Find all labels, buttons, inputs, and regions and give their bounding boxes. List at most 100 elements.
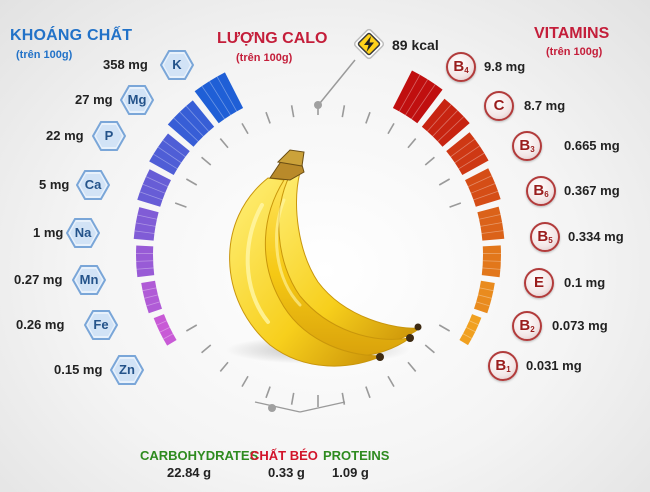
vitamin-letter: B	[537, 228, 549, 245]
vitamin-circle-badge: B6	[526, 176, 556, 206]
mineral-symbol: Na	[74, 225, 92, 240]
vitamin-circle-badge: B1	[488, 351, 518, 381]
fat-label: CHẤT BÉO	[250, 448, 318, 463]
vitamin-bar-stripe	[427, 104, 452, 132]
mineral-value: 358 mg	[103, 57, 148, 72]
vitamin-circle-badge: E	[524, 268, 554, 298]
vitamin-bar-stripe	[470, 183, 496, 194]
mineral-bar-stripe	[136, 260, 154, 262]
dial-tick	[265, 386, 271, 399]
vitamin-bar-stripe	[469, 320, 479, 326]
macro-pointer-right	[299, 401, 346, 413]
vitamin-subscript: 1	[506, 365, 511, 374]
dial-tick	[219, 361, 229, 372]
dial-tick	[185, 324, 198, 332]
dial-tick	[438, 324, 451, 332]
mineral-symbol: Mg	[127, 92, 147, 107]
macro-pointer-dot	[268, 404, 276, 412]
dial-tick	[265, 111, 271, 124]
vitamin-bar-stripe	[482, 267, 501, 270]
dial-tick	[387, 375, 395, 388]
dial-tick	[424, 344, 435, 354]
mineral-bar-stripe	[159, 326, 170, 333]
vitamin-letter: B	[519, 317, 531, 334]
hexagon-icon	[120, 85, 154, 115]
vitamin-value: 0.367 mg	[564, 183, 620, 198]
minerals-subtitle: (trên 100g)	[16, 49, 73, 61]
mineral-bar-stripe	[163, 333, 174, 340]
dial-tick	[365, 386, 371, 399]
mineral-value: 5 mg	[39, 177, 70, 192]
vitamin-bar	[474, 280, 495, 314]
mineral-bar-stripe	[162, 139, 186, 158]
mineral-bar-stripe	[142, 287, 157, 292]
dial-tick	[424, 156, 435, 166]
vitamin-bar-stripe	[473, 190, 499, 201]
dial-tick	[407, 138, 417, 149]
calories-subtitle: (trên 100g)	[236, 52, 293, 64]
vitamin-bar-stripe	[462, 333, 472, 339]
dial-tick	[201, 156, 212, 166]
vitamin-value: 0.1 mg	[564, 275, 606, 290]
vitamin-bar-stripe	[467, 175, 492, 187]
mineral-bar	[167, 100, 215, 147]
vitamin-bar-stripe	[411, 84, 436, 120]
vitamin-subscript: 2	[530, 325, 535, 334]
dial-tick	[185, 178, 198, 186]
mineral-symbol: K	[172, 57, 182, 72]
mineral-symbol: Ca	[84, 177, 102, 192]
mineral-bar-stripe	[135, 222, 156, 227]
vitamin-bars	[392, 70, 505, 346]
mineral-value: 1 mg	[33, 225, 64, 240]
carbohydrates-label: CARBOHYDRATES	[140, 448, 259, 463]
mineral-value: 27 mg	[75, 92, 113, 107]
mineral-symbol: Fe	[93, 317, 109, 332]
mineral-value: 0.26 mg	[16, 317, 65, 332]
mineral-hex-badge: P	[92, 121, 126, 151]
mineral-hex-badge: Na	[66, 218, 100, 248]
mineral-bar	[133, 207, 159, 241]
dial-tick	[174, 202, 187, 208]
mineral-symbol: Zn	[119, 362, 135, 377]
calories-title: LƯỢNG CALO	[217, 30, 328, 47]
vitamin-circle-badge: B2	[512, 311, 542, 341]
dial-tick	[219, 138, 229, 149]
fat-value: 0.33 g	[268, 465, 305, 480]
dial-tick	[438, 178, 451, 186]
mineral-bar	[153, 314, 177, 346]
vitamin-subscript: 5	[548, 236, 553, 245]
vitamin-bar-stripe	[398, 74, 421, 112]
vitamin-subscript: 4	[464, 66, 469, 75]
vitamin-bar-stripe	[466, 326, 476, 333]
vitamin-bar-stripe	[479, 214, 501, 220]
vitamin-value: 9.8 mg	[484, 59, 526, 74]
mineral-bar-stripe	[146, 301, 160, 307]
vitamin-value: 8.7 mg	[524, 98, 566, 113]
hexagon-icon	[76, 170, 110, 200]
vitamin-bar-stripe	[478, 294, 492, 299]
vitamin-value: 0.031 mg	[526, 358, 582, 373]
calorie-badge	[352, 27, 386, 61]
mineral-bar-stripe	[179, 111, 204, 137]
dial-tick	[241, 122, 249, 135]
mineral-bar-stripe	[185, 105, 209, 132]
vitamin-bar-stripe	[432, 110, 458, 137]
mineral-symbol: P	[104, 128, 114, 143]
dial-tick	[449, 202, 462, 208]
hexagon-icon	[66, 218, 100, 248]
vitamin-bar-stripe	[482, 260, 501, 262]
mineral-hex-badge: Ca	[76, 170, 110, 200]
vitamin-bar	[446, 132, 489, 176]
vitamin-bar-stripe	[481, 230, 504, 234]
mineral-bar-stripe	[153, 153, 178, 170]
mineral-bar-stripe	[216, 76, 238, 112]
vitamin-letter: E	[533, 274, 544, 291]
vitamin-bar	[421, 98, 470, 147]
macro-pointer-left	[254, 401, 301, 413]
carbohydrates-value: 22.84 g	[167, 465, 212, 480]
mineral-value: 22 mg	[46, 128, 84, 143]
dial-tick	[201, 344, 212, 354]
dial-tick	[341, 105, 346, 118]
mineral-symbol: Mn	[79, 272, 99, 287]
